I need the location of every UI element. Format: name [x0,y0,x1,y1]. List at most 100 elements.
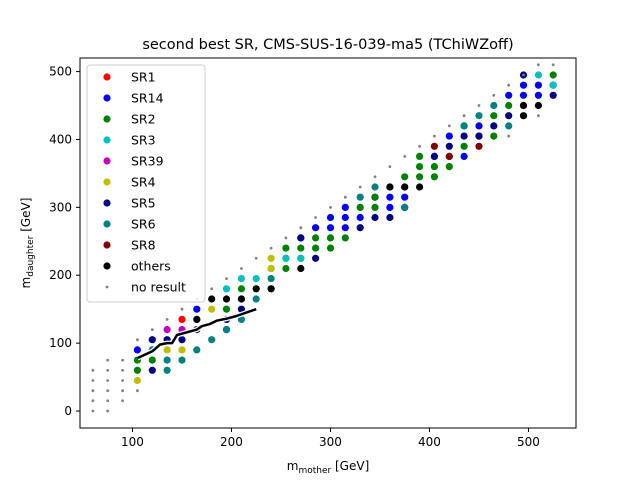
point-no-result-15 [121,358,124,362]
point-sr2-24 [416,163,424,171]
point-no-result-14 [121,368,124,372]
point-no-result-10 [106,358,110,362]
x-tick-label-300: 300 [319,435,342,449]
point-no-result-42 [507,83,511,87]
point-sr2-35 [490,132,498,140]
point-sr6-6 [222,326,231,334]
y-tick-label-100: 100 [49,336,72,350]
point-others-5 [267,285,275,293]
point-sr4-0 [133,376,141,385]
point-no-result-28 [299,226,303,230]
point-others-2 [222,295,231,303]
point-no-result-17 [136,338,139,342]
axes: 100 200 300 400 500 0 100 200 300 400 500 [49,65,540,449]
point-sr14-19 [519,91,528,99]
point-sr5-1 [148,366,156,374]
legend-marker-sr4 [103,178,111,186]
point-sr14-6 [341,203,349,211]
point-no-result-36 [418,144,421,148]
point-others-10 [519,112,528,120]
point-no-result-30 [329,206,332,209]
point-others-9 [416,183,424,191]
point-no-result-43 [522,73,525,77]
legend-label-sr6: SR6 [131,217,156,232]
point-no-result-11 [121,399,124,403]
point-sr3-6 [297,254,305,262]
point-sr14-11 [386,203,394,211]
point-sr14-9 [356,213,364,222]
point-sr3-5 [282,254,290,262]
y-axis-label-unit: [GeV] [19,198,33,236]
point-sr5-11 [371,213,379,222]
point-sr5-9 [312,254,320,262]
point-sr3-8 [549,81,557,89]
point-sr6-16 [505,122,513,130]
point-sr6-15 [490,101,498,110]
legend-label-sr8: SR8 [131,238,156,253]
y-axis-label: mdaughter [GeV] [19,198,36,289]
legend-label-sr39: SR39 [131,154,164,169]
point-sr6-13 [460,122,468,130]
legend-label-no-result: no result [131,280,186,295]
point-others-0 [193,315,201,323]
point-sr2-10 [297,244,305,252]
point-sr6-4 [193,346,201,354]
point-sr14-17 [505,91,513,99]
point-sr14-3 [312,224,320,232]
point-no-result-18 [150,328,154,331]
point-sr4-2 [178,346,186,354]
legend-frame [86,64,206,303]
point-no-result-1 [91,399,95,403]
point-sr1-0 [178,315,186,323]
point-no-result-38 [447,124,451,128]
point-sr2-9 [282,264,290,273]
point-sr6-3 [178,356,186,364]
point-sr5-14 [430,152,438,160]
point-others-1 [208,295,216,303]
point-sr6-2 [163,366,171,374]
legend-marker-no-result [105,285,109,289]
y-tick-label-200: 200 [49,268,72,282]
point-sr2-16 [341,234,349,242]
point-others-12 [534,101,543,110]
point-no-result-32 [358,185,362,189]
point-sr5-0 [148,336,156,344]
point-no-result-39 [462,114,466,118]
point-sr4-6 [267,264,275,273]
point-sr5-16 [460,132,468,140]
legend-label-sr14: SR14 [131,91,164,106]
point-sr2-32 [460,142,468,150]
point-sr5-12 [386,213,394,222]
point-sr14-4 [326,213,335,222]
point-no-result-16 [136,389,139,393]
point-sr14-18 [519,81,528,89]
legend-marker-sr3 [103,136,111,144]
y-tick-label-400: 400 [49,132,72,146]
point-no-result-35 [403,155,407,158]
point-others-6 [297,264,305,273]
point-others-4 [252,285,260,293]
point-sr5-18 [490,122,498,130]
x-tick-label-400: 400 [418,435,441,449]
legend-label-sr1: SR1 [131,70,156,85]
point-others-7 [386,183,394,191]
point-sr2-18 [371,193,379,201]
point-no-result-13 [121,379,124,382]
y-tick-label-300: 300 [49,200,72,214]
chart-title: second best SR, CMS-SUS-16-039-ma5 (TChi… [142,37,513,53]
legend-label-sr4: SR4 [131,175,156,190]
point-sr4-3 [208,305,216,313]
point-sr4-5 [267,254,275,262]
point-no-result-25 [254,256,258,260]
x-tick-label-100: 100 [121,435,144,449]
point-sr2-25 [416,173,424,181]
point-sr14-5 [326,224,335,232]
point-sr8-2 [475,142,483,150]
point-sr4-1 [163,346,171,354]
point-sr14-7 [341,213,349,222]
legend-label-sr5: SR5 [131,196,156,211]
point-sr2-15 [326,244,335,252]
point-no-result-8 [106,379,110,382]
point-sr5-19 [505,112,513,120]
point-no-result-44 [537,63,540,67]
